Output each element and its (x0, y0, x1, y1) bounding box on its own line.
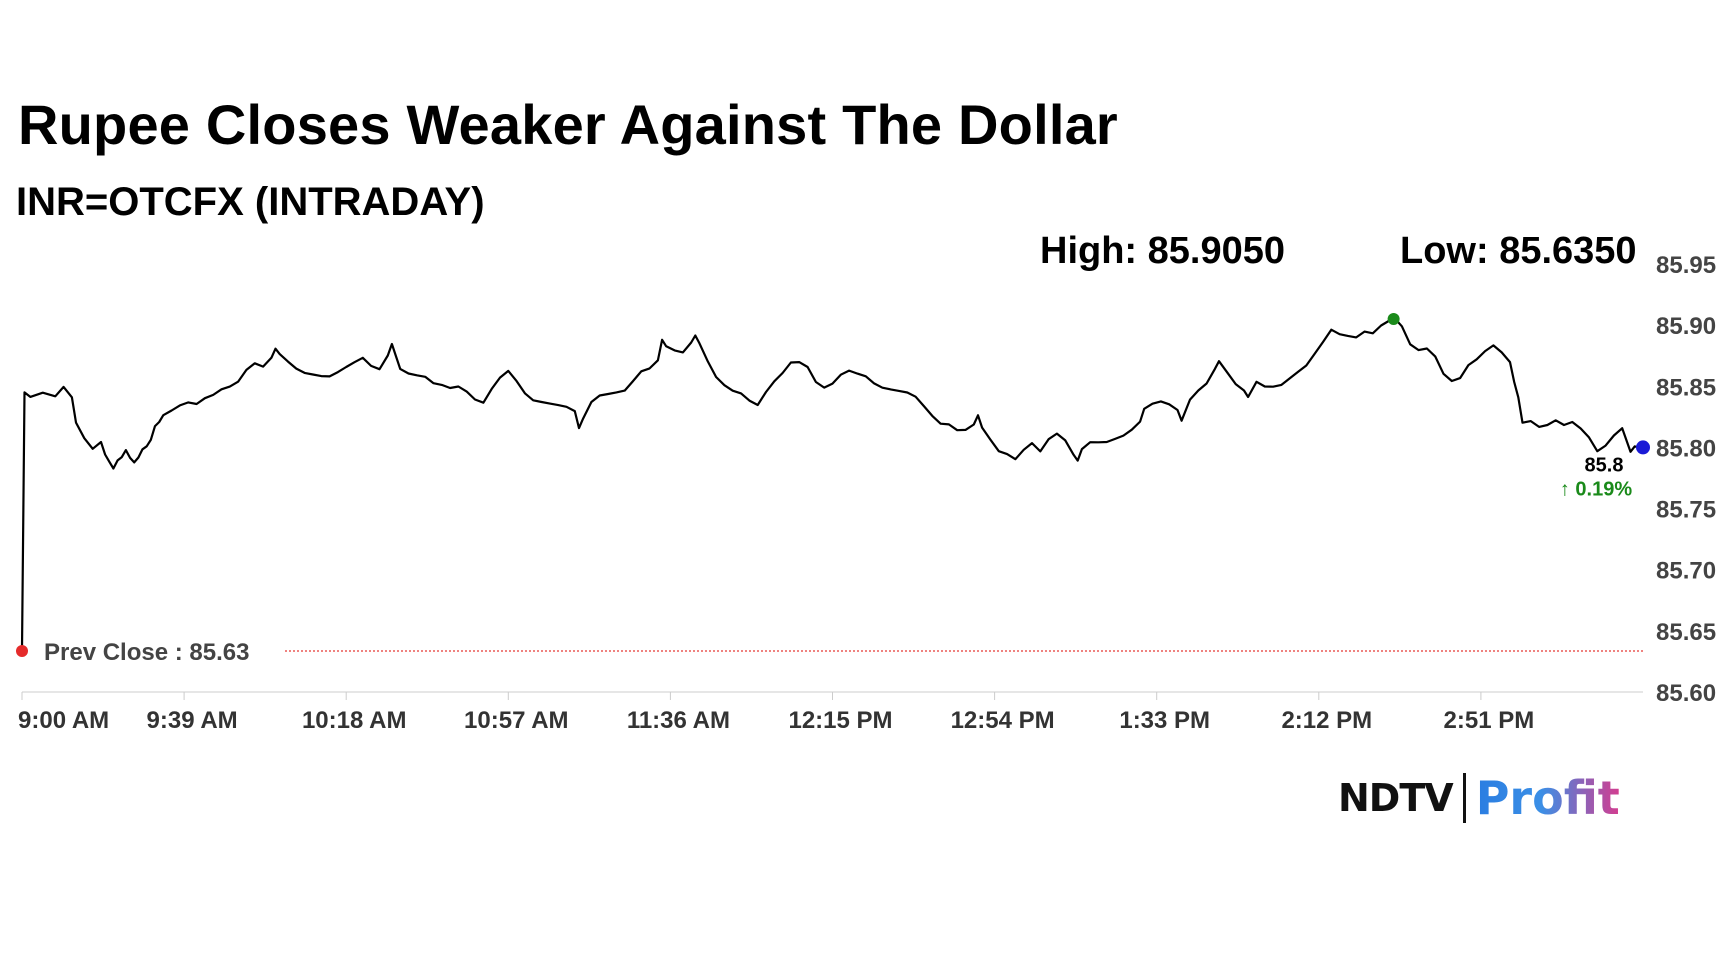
logo-separator (1462, 773, 1466, 823)
y-tick-label: 85.80 (1656, 435, 1716, 462)
series-group (20, 316, 1640, 650)
price-line (20, 316, 1640, 650)
x-tick-label: 2:12 PM (1281, 707, 1372, 734)
x-tick-label: 10:57 AM (464, 707, 568, 734)
chart-title: Rupee Closes Weaker Against The Dollar (18, 93, 1118, 156)
change-label: ↑ 0.19% (1560, 478, 1632, 500)
y-tick-label: 85.90 (1656, 313, 1716, 340)
y-tick-label: 85.60 (1656, 680, 1716, 707)
y-tick-label: 85.70 (1656, 558, 1716, 585)
prev-close-dot (16, 645, 28, 658)
y-tick-label: 85.85 (1656, 374, 1716, 401)
last-point-dot (1636, 440, 1650, 455)
x-axis: 9:00 AM 9:39 AM 10:18 AM 10:57 AM 11:36 AM 12… (18, 691, 1643, 734)
x-tick-label: 12:54 PM (951, 707, 1055, 734)
x-tick-label: 9:39 AM (147, 707, 238, 734)
x-tick-label: 2:51 PM (1444, 707, 1535, 734)
last-value-label: 85.8 (1585, 454, 1624, 476)
y-axis: 85.95 85.90 85.85 85.80 85.75 85.70 85.65 85.60 (1656, 252, 1716, 707)
prev-close-label: Prev Close : 85.63 (44, 639, 249, 666)
x-tick-label: 1:33 PM (1119, 707, 1210, 734)
logo-product: Profit (1475, 771, 1620, 825)
ndtv-profit-logo: NDTV Profit (1338, 770, 1620, 826)
chart-subtitle: INR=OTCFX (INTRADAY) (16, 180, 485, 224)
x-tick-label: 9:00 AM (18, 707, 109, 734)
y-tick-label: 85.95 (1656, 252, 1716, 279)
y-tick-label: 85.65 (1656, 619, 1716, 646)
prev-close-group: Prev Close : 85.63 (44, 639, 1643, 666)
high-point-dot (1387, 313, 1400, 326)
x-tick-label: 12:15 PM (788, 707, 892, 734)
x-tick-label: 10:18 AM (302, 707, 406, 734)
y-tick-label: 85.75 (1656, 497, 1716, 524)
markers-group: 85.8↑ 0.19% (16, 313, 1650, 658)
logo-brand: NDTV (1338, 776, 1454, 820)
x-tick-label: 11:36 AM (627, 707, 730, 734)
high-label: High: 85.9050 (1040, 230, 1285, 272)
low-label: Low: 85.6350 (1400, 230, 1637, 272)
